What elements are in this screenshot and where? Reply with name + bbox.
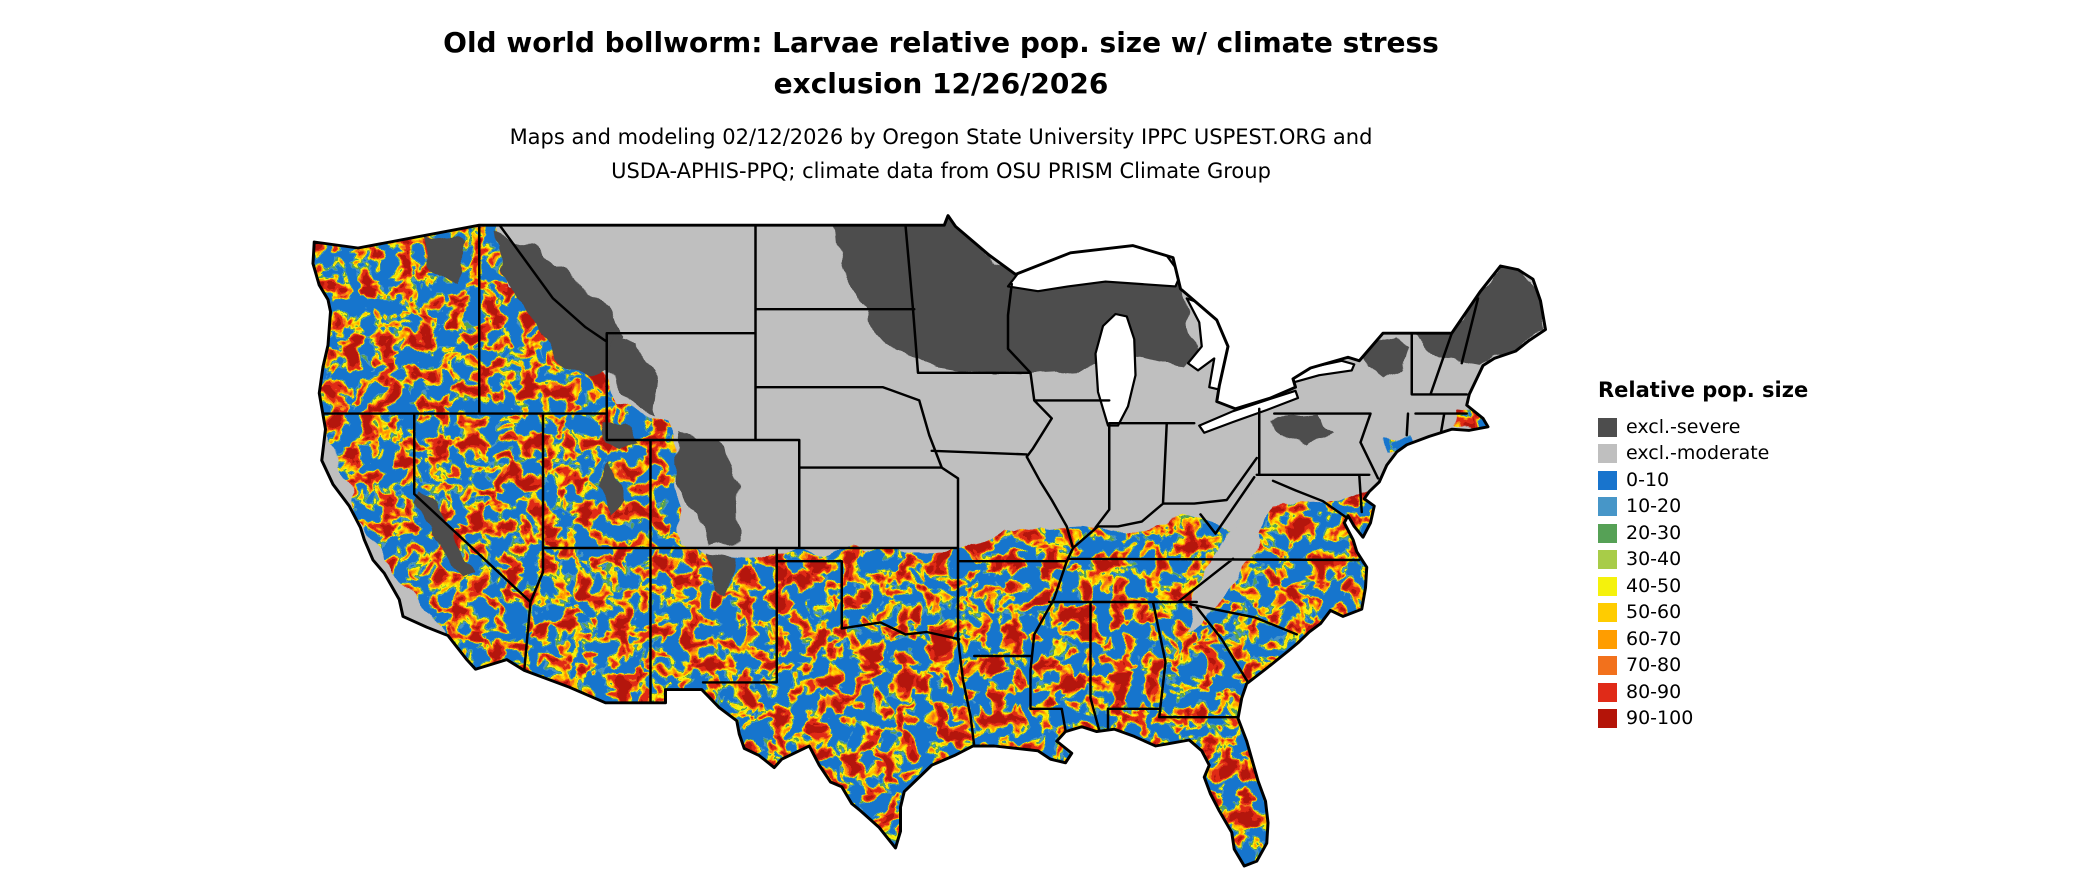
legend-title: Relative pop. size	[1598, 378, 1809, 402]
legend-swatch-60-70	[1598, 629, 1617, 649]
legend-item: excl.-moderate	[1598, 441, 1808, 468]
legend-label: 70-80	[1626, 654, 1682, 677]
subtitle-line-1: Maps and modeling 02/12/2026 by Oregon S…	[509, 125, 1373, 149]
legend: Relative pop. size excl.-severe excl.-mo…	[1598, 378, 1808, 732]
legend-label: 10-20	[1626, 495, 1682, 518]
legend-item: excl.-severe	[1598, 414, 1808, 441]
legend-item: 50-60	[1598, 600, 1808, 627]
us-map	[308, 212, 1558, 884]
legend-swatch-0-10	[1598, 470, 1617, 490]
header: Old world bollworm: Larvae relative pop.…	[0, 22, 1882, 188]
legend-item: 90-100	[1598, 706, 1808, 733]
legend-label: excl.-severe	[1626, 415, 1741, 438]
state-borders	[320, 224, 1480, 748]
legend-label: 80-90	[1626, 680, 1682, 703]
legend-label: 0-10	[1626, 468, 1670, 491]
legend-swatch-excl-moderate	[1598, 444, 1617, 464]
legend-swatch-50-60	[1598, 603, 1617, 623]
legend-swatch-90-100	[1598, 709, 1617, 729]
map-title: Old world bollworm: Larvae relative pop.…	[0, 22, 1882, 104]
lake-michigan	[1094, 312, 1137, 427]
lake-superior	[1006, 236, 1182, 293]
us-map-svg	[311, 214, 1547, 868]
legend-swatch-30-40	[1598, 550, 1617, 570]
map-subtitle: Maps and modeling 02/12/2026 by Oregon S…	[0, 120, 1882, 188]
legend-label: 20-30	[1626, 521, 1682, 544]
legend-swatch-10-20	[1598, 497, 1617, 517]
legend-item: 20-30	[1598, 520, 1808, 547]
legend-swatch-20-30	[1598, 523, 1617, 543]
legend-item: 60-70	[1598, 626, 1808, 653]
legend-label: excl.-moderate	[1626, 442, 1770, 465]
subtitle-line-2: USDA-APHIS-PPQ; climate data from OSU PR…	[611, 159, 1271, 183]
title-line-2: exclusion 12/26/2026	[773, 67, 1109, 100]
legend-item: 30-40	[1598, 547, 1808, 574]
legend-swatch-80-90	[1598, 682, 1617, 702]
legend-label: 60-70	[1626, 627, 1682, 650]
legend-item: 80-90	[1598, 679, 1808, 706]
legend-label: 90-100	[1626, 707, 1694, 730]
legend-label: 40-50	[1626, 574, 1682, 597]
legend-label: 30-40	[1626, 548, 1682, 571]
legend-item: 70-80	[1598, 653, 1808, 680]
legend-label: 50-60	[1626, 601, 1682, 624]
legend-item: 40-50	[1598, 573, 1808, 600]
legend-swatch-70-80	[1598, 656, 1617, 676]
legend-item: 10-20	[1598, 494, 1808, 521]
legend-swatch-excl-severe	[1598, 417, 1617, 437]
legend-item: 0-10	[1598, 467, 1808, 494]
legend-swatch-40-50	[1598, 576, 1617, 596]
title-line-1: Old world bollworm: Larvae relative pop.…	[443, 26, 1439, 59]
